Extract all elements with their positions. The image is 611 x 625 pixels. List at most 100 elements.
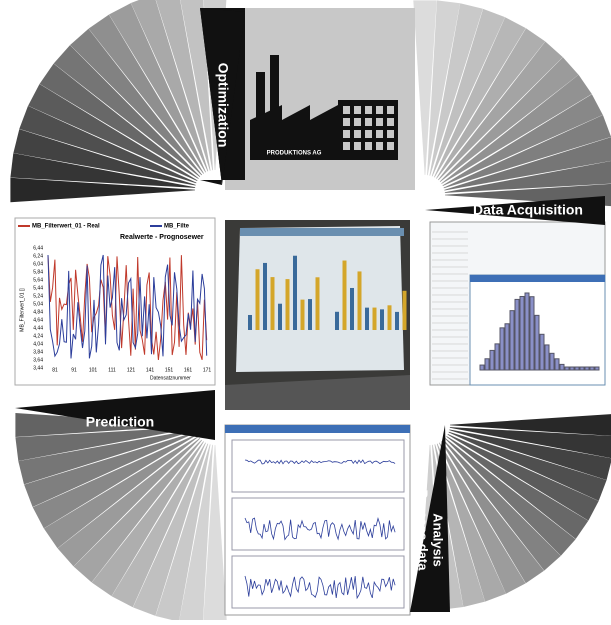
histogram-bar: [584, 366, 590, 371]
y-tick-label: 6,24: [33, 253, 43, 259]
y-tick-label: 3,64: [33, 357, 43, 363]
histogram-bar: [484, 358, 490, 371]
fan-blade: [28, 84, 198, 181]
window: [343, 106, 350, 114]
fan-blade: [15, 427, 196, 461]
fan-blade: [449, 427, 611, 459]
fan-blade: [443, 439, 561, 571]
fan-blade: [179, 444, 213, 625]
histogram-bar: [529, 296, 535, 371]
histogram-bar: [494, 343, 500, 371]
window-titlebar: [470, 275, 605, 282]
prediction-arrow: [15, 390, 215, 440]
fan-blade: [13, 129, 196, 186]
screen-bar: [308, 299, 312, 330]
screen-bar: [300, 299, 305, 330]
fan-blade: [57, 438, 201, 567]
histogram-bar: [514, 298, 520, 371]
screen-bar: [357, 271, 362, 330]
histogram-bar: [559, 363, 565, 371]
trend-line: [244, 575, 396, 600]
histogram-bar: [524, 292, 530, 371]
inset-line: [47, 254, 208, 359]
y-tick-label: 5,44: [33, 285, 43, 291]
process-analysis-arrow: [410, 425, 450, 612]
screen-bars: [248, 255, 407, 330]
window: [365, 130, 372, 138]
fan-blade: [441, 74, 592, 184]
fan-blade: [155, 0, 211, 171]
y-tick-label: 6,44: [33, 245, 43, 251]
fan-blade: [18, 429, 196, 485]
fan-blade: [70, 28, 202, 176]
inset-title: Realwerte - Prognosewer: [120, 234, 204, 241]
window: [376, 142, 383, 150]
fan-blade: [434, 444, 485, 607]
x-tick-label: 121: [127, 367, 136, 373]
laptop-keyboard: [225, 375, 410, 410]
arrow-label: Process data: [416, 490, 431, 572]
fan-blade: [446, 436, 589, 539]
window: [376, 106, 383, 114]
screen-bar: [365, 307, 369, 330]
arrow-label: Analysis: [431, 513, 446, 566]
screen-bar: [335, 311, 339, 330]
fan-blade: [444, 438, 576, 556]
fan-blade: [53, 45, 201, 177]
screen-bar: [372, 307, 377, 330]
y-tick-label: 3,84: [33, 349, 43, 355]
screen-toolbar: [240, 228, 404, 236]
screen-bar: [270, 277, 275, 330]
window: [354, 130, 361, 138]
fan-blade: [447, 434, 599, 521]
arrow-label: Optimization: [215, 63, 231, 148]
fan-blade: [438, 41, 563, 181]
y-tick-label: 4,64: [33, 317, 43, 323]
screen-bar: [315, 277, 320, 330]
fan-blade: [203, 445, 227, 625]
window: [387, 130, 394, 138]
histogram-bar: [499, 327, 505, 371]
fan-blade: [434, 17, 526, 178]
trend-line: [244, 517, 396, 541]
histogram-bar: [509, 310, 515, 371]
fan-blade: [436, 443, 506, 602]
histogram: [479, 292, 600, 371]
x-tick-label: 91: [71, 367, 77, 373]
window: [365, 142, 372, 150]
fan-blade: [427, 0, 461, 176]
fan-blade: [10, 177, 196, 203]
fan-blade: [133, 443, 209, 616]
y-tick-label: 5,84: [33, 269, 43, 275]
window: [387, 118, 394, 126]
window: [343, 118, 350, 126]
y-tick-label: 6,04: [33, 261, 43, 267]
screen-bar: [380, 309, 384, 330]
histogram-bar: [574, 366, 580, 371]
screen-bar: [350, 287, 354, 330]
histogram-bar: [554, 358, 560, 371]
histogram-bar: [504, 323, 510, 371]
histogram-bar: [579, 366, 585, 371]
fan-blade: [448, 431, 607, 501]
inset-xlabel: Datensatznummer: [150, 375, 191, 381]
screen-bar: [402, 290, 407, 330]
histogram-bar: [569, 366, 575, 371]
y-tick-label: 4,84: [33, 309, 43, 315]
fan-blade: [155, 444, 211, 622]
fan-blade: [444, 137, 611, 191]
y-tick-label: 4,24: [33, 333, 43, 339]
window: [365, 118, 372, 126]
fan-blade: [109, 3, 206, 173]
trend-line: [244, 459, 396, 465]
window: [354, 118, 361, 126]
screen-bar: [293, 255, 297, 330]
histogram-bar: [549, 352, 555, 371]
legend-entry: MB_Filte: [164, 224, 190, 230]
arrow-label: Prediction: [86, 414, 154, 430]
fan-blade: [450, 414, 611, 436]
fan-blade: [441, 441, 544, 584]
fan-blade: [91, 441, 204, 597]
fan-blade: [10, 153, 196, 188]
prediction-inset: [14, 217, 216, 386]
